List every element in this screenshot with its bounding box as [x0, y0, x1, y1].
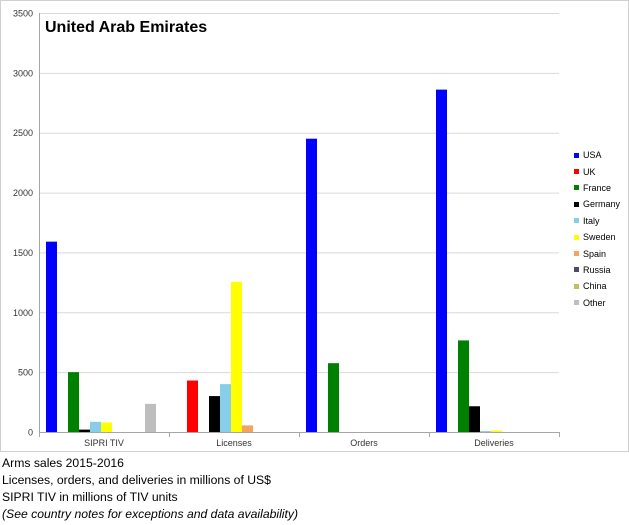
- y-tick-label: 0: [28, 428, 33, 438]
- legend-label: Russia: [583, 264, 611, 275]
- legend-item: Russia: [574, 262, 620, 278]
- chart-frame: 0 500 1000 1500 2000 2500 3000 3500 SIPRI TIV Lic…: [0, 0, 629, 452]
- note-units-money: Licenses, orders, and deliveries in mill…: [2, 473, 271, 487]
- bar: [145, 403, 156, 432]
- legend-item: Sweden: [574, 229, 620, 245]
- bar: [220, 384, 231, 432]
- legend: USA UK France Germany Italy Sweden Spain Russia…: [574, 147, 620, 311]
- bar: [242, 425, 253, 432]
- y-tick-label: 2000: [13, 188, 33, 198]
- legend-label: China: [583, 281, 607, 292]
- legend-swatch: [574, 251, 579, 257]
- bar: [306, 138, 317, 432]
- legend-swatch: [574, 218, 579, 224]
- bar-chart: 0 500 1000 1500 2000 2500 3000 3500 SIPRI TIV Lic…: [13, 9, 560, 448]
- bar: [68, 372, 79, 432]
- legend-swatch: [574, 152, 579, 158]
- legend-swatch: [574, 267, 579, 273]
- legend-swatch: [574, 169, 579, 175]
- legend-swatch: [574, 283, 579, 289]
- y-tick-label: 1500: [13, 248, 33, 258]
- y-tick-label: 2500: [13, 128, 33, 138]
- bar: [436, 89, 447, 433]
- bar: [79, 429, 90, 432]
- note-exceptions: (See country notes for exceptions and da…: [2, 507, 299, 521]
- note-units-tiv: SIPRI TIV in millions of TIV units: [2, 490, 178, 504]
- legend-item: Other: [574, 295, 620, 311]
- legend-label: Sweden: [583, 232, 616, 243]
- bar: [101, 422, 112, 432]
- x-tick-label: Licenses: [216, 438, 252, 448]
- x-tick-label: Orders: [350, 438, 378, 448]
- bar: [469, 406, 480, 432]
- bar: [328, 363, 339, 432]
- legend-item: Germany: [574, 196, 620, 212]
- bar: [46, 241, 57, 432]
- legend-item: France: [574, 180, 620, 196]
- bar: [231, 281, 242, 432]
- bar: [187, 380, 198, 432]
- bar: [209, 396, 220, 432]
- bar: [90, 421, 101, 432]
- legend-label: Other: [583, 297, 606, 308]
- legend-item: USA: [574, 147, 620, 163]
- legend-label: Germany: [583, 199, 621, 210]
- legend-swatch: [574, 185, 579, 191]
- bar: [458, 340, 469, 432]
- legend-label: Italy: [583, 215, 600, 226]
- y-tick-label: 500: [18, 368, 33, 378]
- legend-swatch: [574, 234, 579, 240]
- note-period: Arms sales 2015-2016: [2, 456, 124, 470]
- legend-label: France: [583, 182, 612, 193]
- chart-title: United Arab Emirates: [45, 19, 208, 36]
- legend-item: Spain: [574, 245, 620, 261]
- y-tick-label: 3000: [13, 68, 33, 78]
- legend-item: UK: [574, 163, 620, 179]
- legend-item: China: [574, 278, 620, 294]
- legend-label: Spain: [583, 248, 607, 259]
- bar: [480, 431, 491, 432]
- legend-swatch: [574, 201, 579, 207]
- y-tick-label: 3500: [13, 9, 33, 19]
- bar: [491, 430, 502, 432]
- x-tick-label: SIPRI TIV: [84, 438, 124, 448]
- legend-item: Italy: [574, 213, 620, 229]
- y-tick-label: 1000: [13, 308, 33, 318]
- legend-swatch: [574, 300, 579, 306]
- legend-label: UK: [583, 166, 596, 177]
- legend-label: USA: [583, 150, 602, 161]
- chart-notes: Arms sales 2015-2016 Licenses, orders, a…: [2, 455, 298, 523]
- x-tick-label: Deliveries: [474, 438, 514, 448]
